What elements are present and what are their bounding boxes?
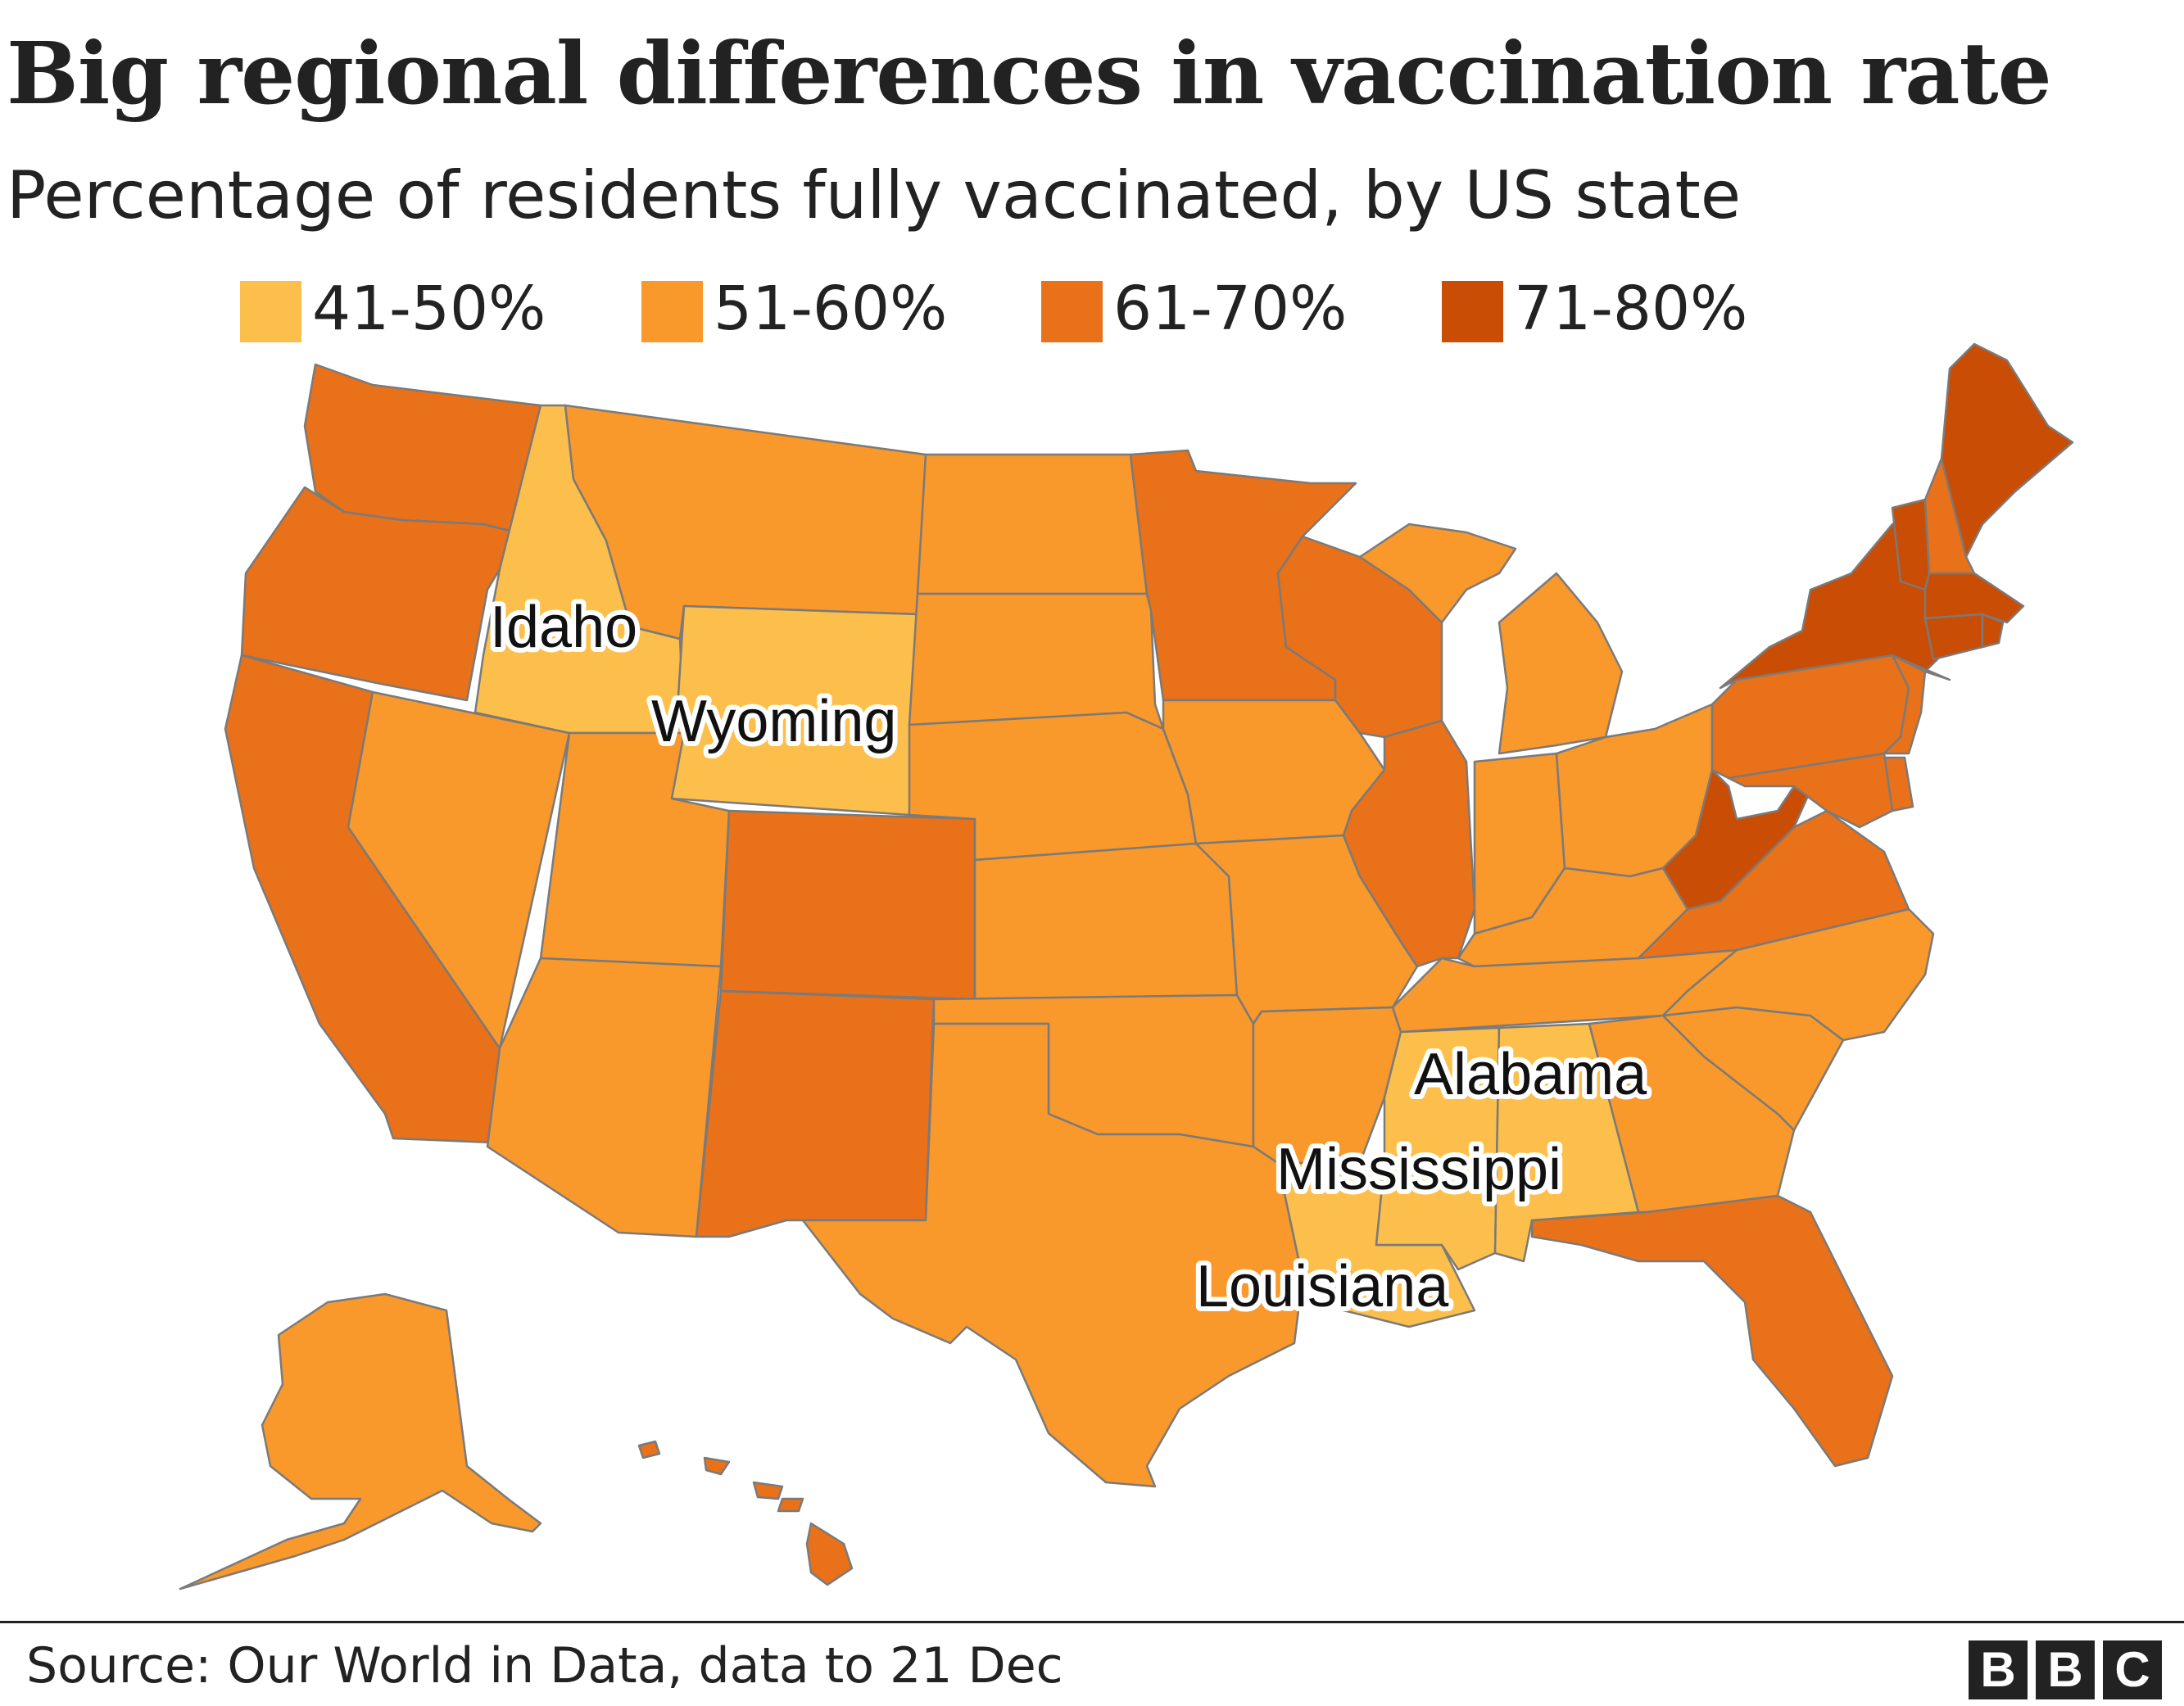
source-note: Source: Our World in Data, data to 21 De…	[26, 1637, 1063, 1695]
state-arizona[interactable]	[486, 957, 723, 1238]
state-maine[interactable]	[1940, 342, 2074, 559]
legend-label: 71-80%	[1514, 274, 1748, 344]
state-kansas[interactable]	[973, 842, 1239, 1001]
bbc-logo-letter: C	[2103, 1640, 2162, 1699]
callout-mississippi: Mississippi	[1276, 1137, 1561, 1202]
state-alaska[interactable]	[179, 1292, 542, 1591]
legend-label: 61-70%	[1113, 274, 1348, 344]
callout-alabama: Alabama	[1414, 1042, 1647, 1107]
state-north-carolina[interactable]	[1661, 907, 1935, 1042]
state-oregon[interactable]	[240, 486, 518, 702]
footer-divider	[0, 1621, 2184, 1623]
state-new-jersey[interactable]	[1883, 654, 1927, 755]
state-rhode-island[interactable]	[1981, 613, 2005, 649]
callout-wyoming: Wyoming	[651, 689, 896, 754]
state-texas[interactable]	[801, 1022, 1304, 1488]
us-choropleth-map: Idaho Wyoming Alabama Mississippi Louisi…	[179, 342, 2074, 1591]
legend-label: 51-60%	[714, 274, 948, 344]
legend-swatch	[1442, 281, 1503, 342]
legend-swatch	[240, 281, 301, 342]
callout-idaho: Idaho	[490, 595, 637, 660]
state-connecticut[interactable]	[1923, 613, 1984, 661]
chart-title: Big regional differences in vaccination …	[7, 23, 2052, 124]
bbc-logo-letter: B	[1969, 1640, 2028, 1699]
callout-louisiana: Louisiana	[1196, 1254, 1449, 1319]
legend-label: 41-50%	[312, 274, 546, 344]
state-washington[interactable]	[303, 363, 542, 534]
state-south-dakota[interactable]	[908, 592, 1165, 731]
state-hawaii[interactable]	[637, 1440, 854, 1586]
state-new-mexico[interactable]	[695, 989, 936, 1238]
legend-swatch	[1041, 281, 1103, 342]
state-colorado[interactable]	[719, 809, 976, 1001]
state-illinois[interactable]	[1342, 719, 1476, 968]
bbc-logo-letter: B	[2036, 1640, 2095, 1699]
chart-subtitle: Percentage of residents fully vaccinated…	[7, 157, 1742, 233]
state-florida[interactable]	[1530, 1194, 1894, 1468]
state-maryland[interactable]	[1727, 752, 1894, 829]
state-north-dakota[interactable]	[916, 453, 1149, 595]
legend-swatch	[641, 281, 703, 342]
